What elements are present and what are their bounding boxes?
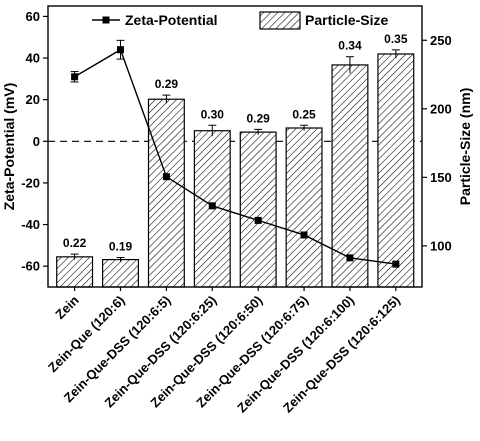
zeta-point-marker xyxy=(346,254,354,262)
left-tick-label: -20 xyxy=(21,175,40,190)
particle-size-bar xyxy=(331,64,369,288)
particle-size-bar xyxy=(377,53,415,288)
particle-size-bar xyxy=(102,258,140,288)
legend-marker-swatch xyxy=(102,16,110,24)
y-axis-title-right: Particle-Size (nm) xyxy=(457,88,473,205)
pdi-data-label: 0.19 xyxy=(109,240,133,254)
zeta-point-marker xyxy=(254,216,262,224)
right-tick-label: 250 xyxy=(430,33,452,48)
legend-hatch-swatch xyxy=(259,11,301,30)
particle-size-bar xyxy=(56,256,94,288)
zeta-potential-line xyxy=(74,48,396,265)
particle-size-bar xyxy=(239,131,277,288)
pdi-data-label: 0.34 xyxy=(338,39,362,53)
zeta-line-layer xyxy=(70,39,400,268)
plot-frame xyxy=(47,5,423,288)
particle-size-bar xyxy=(285,127,323,288)
pdi-data-label: 0.29 xyxy=(155,77,179,91)
zeta-point-marker xyxy=(300,231,308,239)
pdi-data-label: 0.22 xyxy=(63,236,87,250)
zeta-point-marker xyxy=(71,73,79,81)
left-tick-label: 60 xyxy=(26,9,40,24)
y-axis-title-left: Zeta-Potential (mV) xyxy=(1,83,17,211)
pdi-data-label: 0.30 xyxy=(201,107,225,121)
right-tick-label: 150 xyxy=(430,170,452,185)
pdi-data-label: 0.25 xyxy=(292,107,316,121)
left-tick-label: 40 xyxy=(26,51,40,66)
right-tick-label: 100 xyxy=(430,238,452,253)
legend-label-size: Particle-Size xyxy=(305,12,388,28)
left-tick-label: 0 xyxy=(33,134,40,149)
left-tick-label: 20 xyxy=(26,92,40,107)
zeta-point-marker xyxy=(392,260,400,268)
bars-layer: 0.22 0.19 0.29 0.30 0.29 0.25 0.34 0.35 xyxy=(48,32,422,288)
zeta-point-marker xyxy=(208,202,216,210)
left-tick-label: -60 xyxy=(21,259,40,274)
pdi-data-label: 0.29 xyxy=(246,111,270,125)
zeta-point-marker xyxy=(162,173,170,181)
right-tick-label: 200 xyxy=(430,101,452,116)
legend: Zeta-Potential Particle-Size xyxy=(92,11,388,30)
x-category-label: Zein xyxy=(52,292,82,322)
left-tick-label: -40 xyxy=(21,217,40,232)
legend-label-zeta: Zeta-Potential xyxy=(125,12,218,28)
zeta-point-marker xyxy=(117,46,125,54)
particle-size-bar xyxy=(147,98,185,288)
pdi-data-label: 0.35 xyxy=(384,32,408,46)
